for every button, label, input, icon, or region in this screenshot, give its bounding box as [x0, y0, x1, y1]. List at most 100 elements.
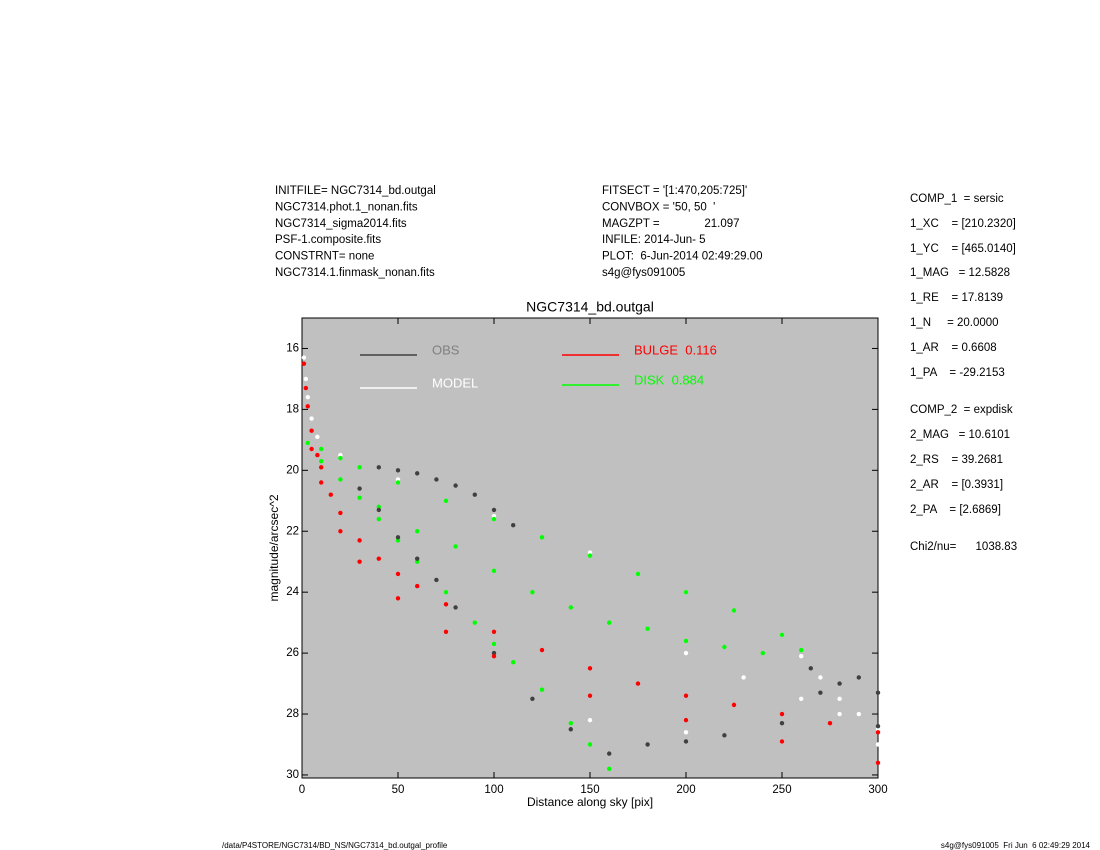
param-text: 2_MAG = 10.6101 [910, 429, 1010, 441]
data-point [587, 717, 593, 723]
data-point [607, 766, 612, 772]
data-point [357, 495, 362, 500]
data-point [319, 480, 324, 485]
y-tick-label: 16 [286, 342, 299, 354]
data-point [338, 452, 343, 458]
data-point [779, 720, 785, 726]
data-point [472, 620, 477, 625]
header-text: CONVBOX = '50, 50 ' [602, 201, 715, 213]
data-point [722, 733, 727, 738]
param-text: 2_AR = [0.3931] [910, 479, 1003, 491]
data-point [491, 507, 497, 513]
data-point [443, 602, 449, 607]
y-tick-label: 24 [286, 586, 299, 598]
data-point [587, 553, 593, 558]
data-point [635, 681, 641, 686]
data-point [837, 681, 842, 686]
data-point [799, 696, 804, 701]
data-point [338, 477, 343, 482]
data-point [376, 556, 381, 561]
data-point [683, 739, 689, 744]
y-tick-label: 18 [286, 403, 299, 415]
data-point [683, 638, 689, 644]
data-point [511, 522, 516, 528]
footer-text: s4g@fys091005 Fri Jun 6 02:49:29 2014 [941, 841, 1091, 850]
data-point [837, 696, 842, 701]
data-point [415, 471, 420, 476]
data-point [357, 559, 362, 564]
header-text: s4g@fys091005 [602, 267, 685, 279]
data-point [731, 702, 737, 708]
data-point [683, 589, 689, 595]
header-text: PLOT: 6-Jun-2014 02:49:29.00 [602, 251, 762, 263]
data-point [635, 571, 641, 577]
data-point [491, 513, 497, 519]
header-text: NGC7314.1.finmask_nonan.fits [275, 267, 435, 279]
data-point [376, 507, 381, 513]
header-text: NGC7314.phot.1_nonan.fits [275, 201, 418, 213]
data-point [415, 583, 420, 589]
data-point [491, 629, 497, 634]
data-point [491, 568, 497, 574]
data-point [875, 730, 881, 735]
data-point [376, 516, 381, 522]
data-point [875, 727, 881, 732]
data-point [587, 666, 593, 671]
x-tick-label: 100 [484, 784, 503, 796]
param-text: 2_PA = [2.6869] [910, 504, 1001, 516]
header-text: PSF-1.composite.fits [275, 234, 381, 246]
header-text: FITSECT = '[1:470,205:725]' [602, 185, 747, 197]
data-point [357, 486, 362, 491]
data-point [357, 465, 362, 470]
data-point [491, 653, 497, 659]
data-point [376, 465, 381, 470]
param-text: 1_AR = 0.6608 [910, 342, 997, 354]
data-point [315, 452, 320, 458]
data-point [779, 632, 785, 638]
data-point [607, 751, 612, 756]
data-point [376, 504, 381, 510]
data-point [856, 675, 861, 680]
data-point [303, 385, 309, 391]
data-point [779, 711, 785, 717]
data-point [530, 589, 535, 595]
plot-area [301, 317, 879, 779]
data-point [683, 730, 689, 735]
legend-label: BULGE 0.116 [634, 342, 717, 357]
data-point [827, 720, 833, 726]
header-text: CONSTRNT= none [275, 251, 374, 263]
x-tick-label: 250 [772, 784, 791, 796]
data-point [568, 727, 573, 732]
data-point [683, 717, 689, 723]
data-point [799, 647, 804, 653]
data-point [491, 650, 497, 656]
data-point [491, 516, 497, 522]
data-point [741, 675, 746, 680]
data-point [568, 720, 573, 726]
data-point [875, 760, 881, 765]
data-point [453, 483, 458, 488]
x-tick-label: 50 [392, 784, 405, 796]
data-point [415, 556, 420, 561]
data-point [539, 535, 545, 540]
data-point [395, 571, 401, 577]
data-point [779, 739, 785, 744]
data-point [453, 544, 458, 549]
param-text: 1_XC = [210.2320] [910, 218, 1016, 230]
data-point [837, 711, 842, 717]
data-point [722, 644, 727, 650]
data-point [808, 666, 813, 671]
data-point [395, 477, 401, 482]
data-point [309, 428, 314, 433]
header-text: NGC7314_sigma2014.fits [275, 218, 407, 230]
legend-label: MODEL [432, 375, 478, 390]
param-text: 1_N = 20.0000 [910, 317, 999, 329]
param-text: 1_RE = 17.8139 [910, 292, 1003, 304]
data-point [799, 653, 804, 659]
data-point [530, 696, 535, 701]
y-tick-label: 28 [286, 708, 299, 720]
data-point [305, 440, 310, 446]
data-point [415, 559, 420, 564]
data-point [443, 629, 449, 634]
header-text: INFILE: 2014-Jun- 5 [602, 234, 706, 246]
